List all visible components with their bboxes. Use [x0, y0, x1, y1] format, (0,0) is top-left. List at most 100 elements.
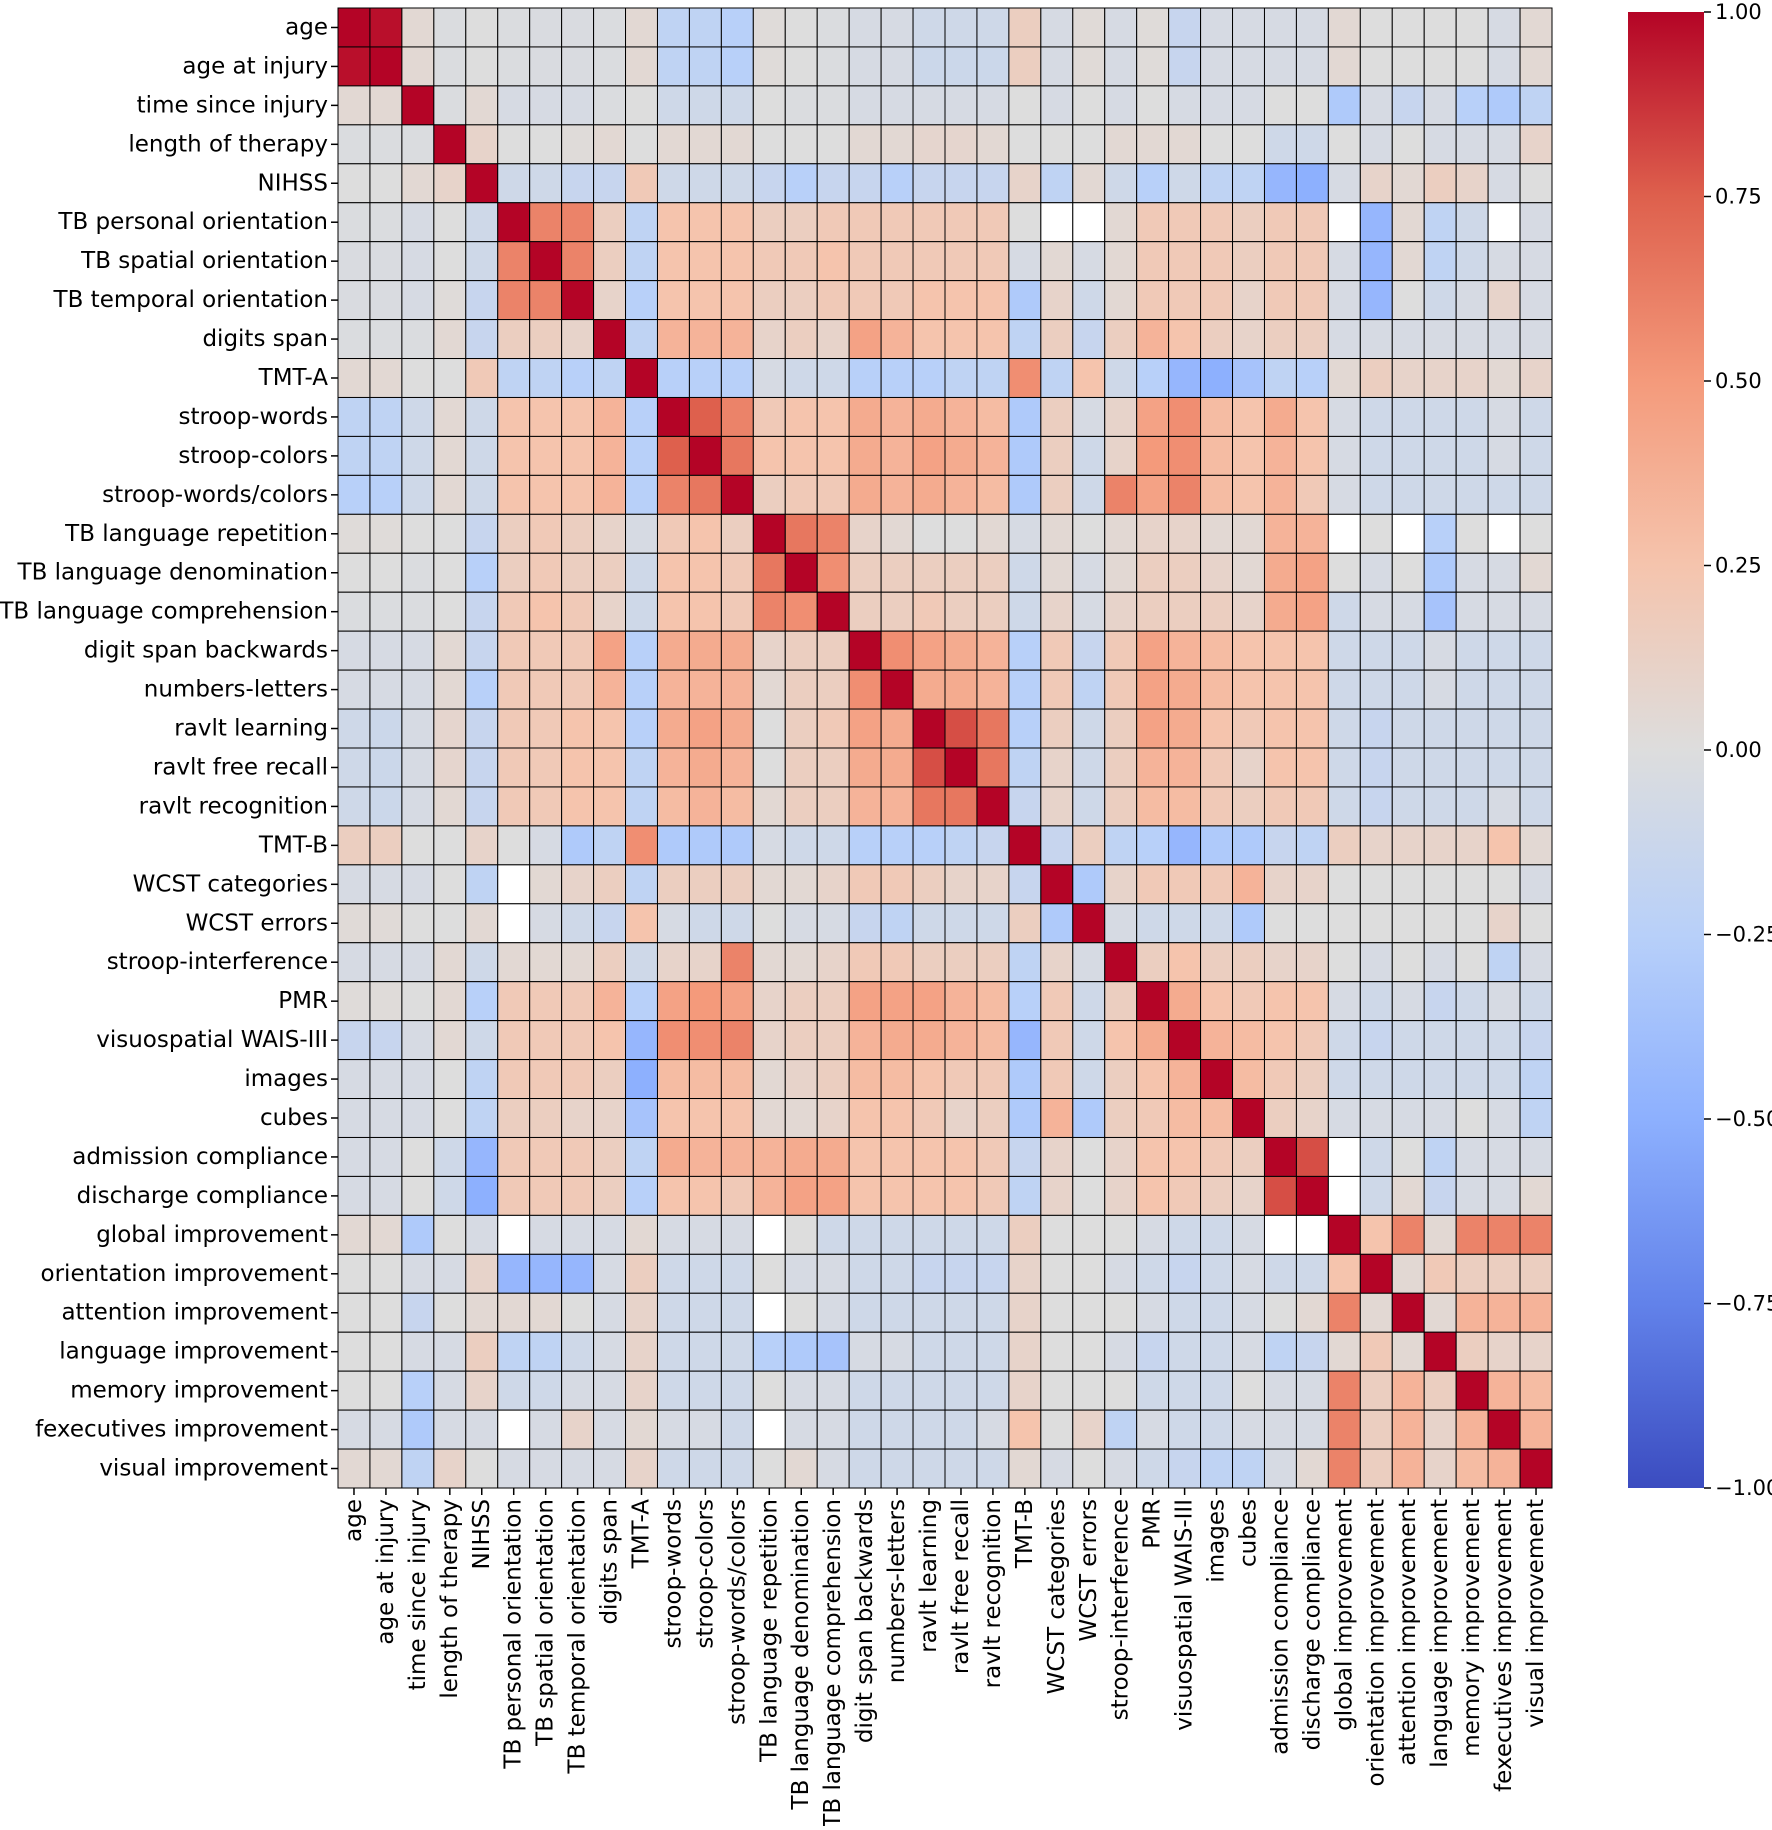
heatmap-cell: TB language denomination / WCST errors: …	[1072, 552, 1106, 593]
y-axis-label: ravlt free recall	[153, 754, 328, 780]
heatmap-cell: length of therapy / cubes: 0.00	[1232, 124, 1265, 165]
heatmap-cell: TMT-B / global improvement: 0.15	[1327, 825, 1361, 866]
heatmap-cell: ravlt learning / visuospatial WAIS-III: …	[1168, 708, 1202, 749]
heatmap-cell: TB spatial orientation / TB language com…	[816, 241, 850, 282]
heatmap-cell: TB personal orientation / memory improve…	[1455, 202, 1489, 243]
heatmap-cell: WCST errors / visuospatial WAIS-III: -0.…	[1168, 903, 1202, 944]
y-axis-label: attention improvement	[61, 1300, 328, 1326]
heatmap-cell: age / stroop-words: -0.20	[656, 7, 690, 48]
x-axis-label: ravlt recognition	[980, 1499, 1006, 1688]
heatmap-cell: ravlt recognition / language improvement…	[1423, 786, 1457, 827]
heatmap-cell: stroop-colors / NIHSS: -0.10	[465, 435, 499, 476]
heatmap-cell: age at injury / TB language comprehensio…	[816, 46, 850, 87]
heatmap-cell: global improvement / fexecutives improve…	[1487, 1214, 1521, 1255]
heatmap-cell: PMR / TB spatial orientation: 0.20	[529, 981, 563, 1022]
heatmap-cell: numbers-letters / numbers-letters: 1.00	[880, 669, 914, 710]
heatmap-cell: WCST errors / WCST categories: -0.30	[1040, 903, 1074, 944]
heatmap-cell: digit span backwards / attention improve…	[1391, 630, 1425, 671]
heatmap-cell: TB language denomination / ravlt free re…	[944, 552, 978, 593]
heatmap-cell: images / global improvement: -0.10	[1327, 1059, 1361, 1100]
heatmap-cell: numbers-letters / WCST categories: 0.20	[1040, 669, 1074, 710]
heatmap-cell: ravlt learning / memory improvement: -0.…	[1455, 708, 1489, 749]
heatmap-cell: PMR / orientation improvement: -0.10	[1359, 981, 1393, 1022]
heatmap-cell: TB language denomination / WCST categori…	[1040, 552, 1074, 593]
heatmap-cell: PMR / ravlt free recall: 0.35	[944, 981, 978, 1022]
heatmap-cell: stroop-words/colors / fexecutives improv…	[1487, 474, 1521, 515]
heatmap-cell: attention improvement / memory improveme…	[1455, 1292, 1489, 1333]
heatmap-cell: images / ravlt learning: 0.25	[912, 1059, 946, 1100]
heatmap-cell: age at injury / discharge compliance: -0…	[1295, 46, 1329, 87]
heatmap-cell: fexecutives improvement / TB temporal or…	[561, 1409, 595, 1450]
heatmap-cell: language improvement / attention improve…	[1391, 1331, 1425, 1372]
heatmap-cell: digit span backwards / admission complia…	[1263, 630, 1297, 671]
heatmap-cell: stroop-words/colors / admission complian…	[1263, 474, 1297, 515]
heatmap-cell: time since injury / TB language denomina…	[784, 85, 818, 126]
heatmap-cell: TB language comprehension / ravlt free r…	[944, 591, 978, 632]
heatmap-cell: stroop-interference / TB temporal orient…	[561, 942, 595, 983]
heatmap-cell: stroop-words / WCST categories: 0.15	[1040, 396, 1074, 437]
heatmap-cell: memory improvement / digits span: -0.05	[593, 1370, 627, 1411]
heatmap-cell: time since injury / digits span: -0.02	[593, 85, 627, 126]
heatmap-cell: ravlt free recall / time since injury: -…	[401, 747, 435, 788]
heatmap-cell: numbers-letters / NIHSS: -0.25	[465, 669, 499, 710]
heatmap-cell: WCST categories / digits span: 0.15	[593, 864, 627, 905]
heatmap-cell: cubes / TB language repetition: 0.05	[752, 1098, 786, 1138]
heatmap-cell: age / visuospatial WAIS-III: -0.15	[1168, 7, 1202, 48]
heatmap-cell: TB personal orientation / admission comp…	[1263, 202, 1297, 243]
heatmap-cell: length of therapy / discharge compliance…	[1295, 124, 1329, 165]
heatmap-cell: digits span / ravlt free recall: 0.25	[944, 319, 978, 360]
heatmap-cell: TB language comprehension / TB language …	[784, 591, 818, 632]
heatmap-cell: WCST categories / orientation improvemen…	[1359, 864, 1393, 905]
heatmap-cell: stroop-colors / TMT-B: -0.30	[1008, 435, 1042, 476]
heatmap-cell: discharge compliance / language improvem…	[1423, 1175, 1457, 1216]
heatmap-cell: TMT-B / digit span backwards: -0.25	[848, 825, 882, 866]
heatmap-cell: global improvement / age at injury: 0.05	[369, 1214, 403, 1255]
heatmap-cell: ravlt free recall / TB language denomina…	[784, 747, 818, 788]
heatmap-cell: TB temporal orientation / age: -0.03	[337, 280, 371, 321]
heatmap-cell: language improvement / global improvemen…	[1327, 1331, 1361, 1372]
heatmap-cell: ravlt free recall / TB language repetiti…	[752, 747, 786, 788]
heatmap-cell: stroop-words / TB personal orientation: …	[497, 396, 531, 437]
heatmap-cell: TMT-A / time since injury: 0.00	[401, 358, 435, 398]
heatmap-cell: TB temporal orientation / TB temporal or…	[561, 280, 595, 321]
heatmap-cell: digit span backwards / TMT-B: -0.25	[1008, 630, 1042, 671]
heatmap-cell: language improvement / visual improvemen…	[1519, 1331, 1553, 1372]
heatmap-cell: stroop-words / images: 0.30	[1200, 396, 1234, 437]
heatmap-cell: fexecutives improvement / visual improve…	[1519, 1409, 1553, 1450]
heatmap-cell: stroop-interference / digits span: 0.15	[593, 942, 627, 983]
heatmap-cell: digits span / numbers-letters: 0.35	[880, 319, 914, 360]
heatmap-cell: memory improvement / age at injury: 0.00	[369, 1370, 403, 1411]
heatmap-cell: ravlt recognition / admission compliance…	[1263, 786, 1297, 827]
y-axis-label: memory improvement	[70, 1378, 328, 1404]
heatmap-cell: global improvement / WCST categories: 0.…	[1040, 1214, 1074, 1255]
heatmap-cell: digits span / visuospatial WAIS-III: 0.2…	[1168, 319, 1202, 360]
heatmap-cell: age / ravlt learning: -0.10	[912, 7, 946, 48]
heatmap-cell: cubes / fexecutives improvement: -0.05	[1487, 1098, 1521, 1138]
heatmap-cell: digits span / TB language comprehension:…	[816, 319, 850, 360]
heatmap-cell: age / TB language comprehension: -0.02	[816, 7, 850, 48]
heatmap-cell: TB personal orientation / stroop-words: …	[656, 202, 690, 243]
heatmap-cell: stroop-colors / TB language repetition: …	[752, 435, 786, 476]
heatmap-cell: TMT-B / stroop-interference: -0.20	[1104, 825, 1138, 866]
heatmap-cell: orientation improvement / TB temporal or…	[561, 1253, 595, 1294]
heatmap-cell: TMT-A / images: -0.50	[1200, 358, 1234, 398]
heatmap-cell: stroop-interference / WCST categories: 0…	[1040, 942, 1074, 983]
heatmap-cell: digit span backwards / digits span: 0.45	[593, 630, 627, 671]
heatmap-cell: images / fexecutives improvement: -0.10	[1487, 1059, 1521, 1100]
heatmap-cell: stroop-words/colors / digit span backwar…	[848, 474, 882, 515]
heatmap-cell: digit span backwards / age: -0.05	[337, 630, 371, 671]
heatmap-cell: PMR / ravlt learning: 0.45	[912, 981, 946, 1022]
heatmap-cell: stroop-words / ravlt recognition: 0.30	[976, 396, 1010, 437]
heatmap-cell: WCST errors / admission compliance: 0.00	[1263, 903, 1297, 944]
heatmap-cell: age at injury / TMT-A: 0.05	[625, 46, 658, 87]
heatmap-cell: ravlt recognition / NIHSS: -0.15	[465, 786, 499, 827]
heatmap-cell: stroop-interference / visuospatial WAIS-…	[1168, 942, 1202, 983]
heatmap-cell: numbers-letters / TB temporal orientatio…	[561, 669, 595, 710]
x-axis-label: cubes	[1236, 1499, 1262, 1567]
heatmap-cell: digit span backwards / time since injury…	[401, 630, 435, 671]
heatmap-cell: numbers-letters / TB language denominati…	[784, 669, 818, 710]
heatmap-cell: admission compliance / discharge complia…	[1295, 1136, 1329, 1177]
heatmap-cell: admission compliance / TB temporal orien…	[561, 1136, 595, 1177]
heatmap-cell: numbers-letters / digits span: 0.35	[593, 669, 627, 710]
heatmap-cell: stroop-colors / TB spatial orientation: …	[529, 435, 563, 476]
